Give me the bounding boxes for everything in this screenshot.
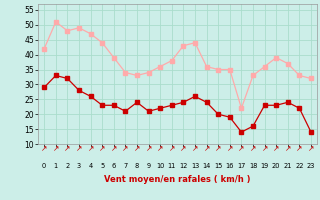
Text: ↗: ↗ bbox=[192, 144, 198, 153]
Text: ↗: ↗ bbox=[227, 144, 233, 153]
Text: ↗: ↗ bbox=[296, 144, 303, 153]
Text: ↗: ↗ bbox=[76, 144, 82, 153]
Text: Vent moyen/en rafales ( km/h ): Vent moyen/en rafales ( km/h ) bbox=[104, 175, 251, 184]
Text: ↗: ↗ bbox=[261, 144, 268, 153]
Text: ↗: ↗ bbox=[122, 144, 129, 153]
Text: ↗: ↗ bbox=[134, 144, 140, 153]
Text: ↗: ↗ bbox=[64, 144, 71, 153]
Text: ↗: ↗ bbox=[238, 144, 244, 153]
Text: ↗: ↗ bbox=[145, 144, 152, 153]
Text: ↗: ↗ bbox=[215, 144, 221, 153]
Text: ↗: ↗ bbox=[204, 144, 210, 153]
Text: ↗: ↗ bbox=[157, 144, 164, 153]
Text: ↗: ↗ bbox=[250, 144, 256, 153]
Text: ↗: ↗ bbox=[284, 144, 291, 153]
Text: ↗: ↗ bbox=[111, 144, 117, 153]
Text: ↗: ↗ bbox=[99, 144, 105, 153]
Text: ↗: ↗ bbox=[52, 144, 59, 153]
Text: ↗: ↗ bbox=[273, 144, 279, 153]
Text: ↗: ↗ bbox=[308, 144, 314, 153]
Text: ↗: ↗ bbox=[180, 144, 187, 153]
Text: ↗: ↗ bbox=[41, 144, 47, 153]
Text: ↗: ↗ bbox=[87, 144, 94, 153]
Text: ↗: ↗ bbox=[169, 144, 175, 153]
